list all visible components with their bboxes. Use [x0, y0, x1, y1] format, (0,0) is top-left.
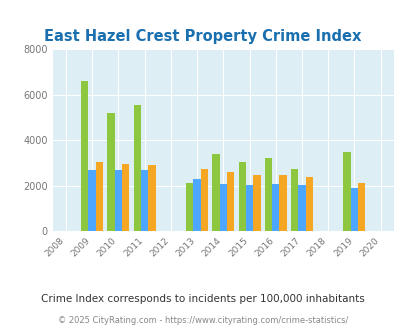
Bar — [81, 81, 88, 231]
Bar — [264, 158, 271, 231]
Bar — [133, 105, 141, 231]
Bar — [350, 188, 357, 231]
Bar — [212, 154, 219, 231]
Bar — [88, 170, 96, 231]
Bar — [185, 183, 193, 231]
Bar — [200, 169, 208, 231]
Text: East Hazel Crest Property Crime Index: East Hazel Crest Property Crime Index — [44, 29, 361, 44]
Bar — [148, 165, 155, 231]
Text: © 2025 CityRating.com - https://www.cityrating.com/crime-statistics/: © 2025 CityRating.com - https://www.city… — [58, 316, 347, 325]
Bar — [114, 170, 122, 231]
Bar — [343, 152, 350, 231]
Bar — [96, 162, 103, 231]
Bar — [245, 185, 253, 231]
Bar — [305, 177, 312, 231]
Bar — [271, 184, 279, 231]
Bar — [219, 184, 226, 231]
Bar — [253, 175, 260, 231]
Bar — [290, 169, 298, 231]
Bar — [357, 183, 364, 231]
Bar — [226, 172, 234, 231]
Bar — [193, 180, 200, 231]
Bar — [141, 170, 148, 231]
Bar — [122, 164, 129, 231]
Bar — [238, 162, 245, 231]
Text: Crime Index corresponds to incidents per 100,000 inhabitants: Crime Index corresponds to incidents per… — [41, 294, 364, 304]
Bar — [279, 175, 286, 231]
Bar — [298, 185, 305, 231]
Bar — [107, 113, 114, 231]
